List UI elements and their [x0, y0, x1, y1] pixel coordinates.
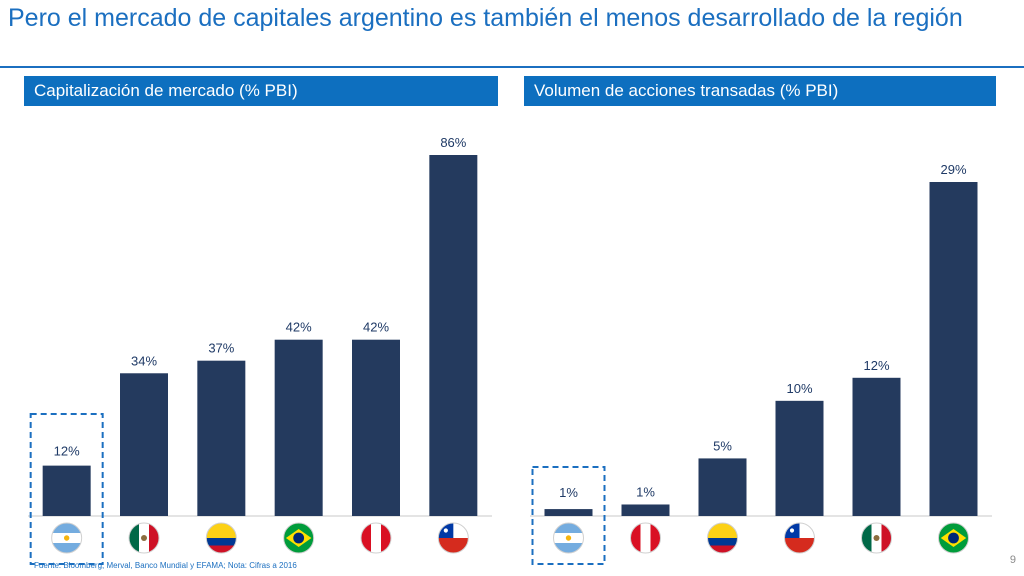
- right-chart-bar: [929, 182, 978, 516]
- page-number: 9: [1009, 554, 1016, 566]
- peru-flag-icon: [360, 522, 392, 554]
- mexico-flag-icon: [128, 522, 160, 554]
- mexico-flag-icon: [861, 522, 892, 554]
- argentina-flag-icon: [553, 522, 584, 554]
- right-chart-bar: [544, 509, 593, 516]
- left-chart-bar: [274, 339, 323, 516]
- right-chart-title: Volumen de acciones transadas (% PBI): [524, 76, 996, 106]
- right-chart-value-label: 5%: [713, 438, 732, 453]
- left-chart-value-label: 12%: [54, 444, 80, 459]
- chile-flag-icon: [784, 522, 815, 554]
- peru-flag-icon: [630, 522, 661, 554]
- left-chart-title: Capitalización de mercado (% PBI): [24, 76, 498, 106]
- argentina-flag-icon: [51, 522, 83, 554]
- right-chart-highlight-box: [531, 466, 606, 565]
- brazil-flag-icon: [283, 522, 315, 554]
- left-chart-bar: [429, 155, 478, 516]
- left-chart-value-label: 42%: [363, 320, 389, 335]
- right-chart-value-label: 12%: [863, 358, 889, 373]
- left-chart-bar: [352, 339, 400, 516]
- left-chart-highlight-box: [29, 413, 104, 565]
- right-chart-bar: [621, 504, 670, 516]
- left-chart-value-label: 37%: [208, 341, 234, 356]
- left-chart-bar: [120, 373, 168, 516]
- left-chart-value-label: 34%: [131, 353, 157, 368]
- left-chart-value-label: 42%: [286, 320, 312, 335]
- right-chart-value-label: 10%: [786, 381, 812, 396]
- right-chart-value-label: 29%: [940, 162, 966, 177]
- right-chart-value-label: 1%: [636, 484, 655, 499]
- colombia-flag-icon: [707, 522, 738, 554]
- slide-title: Pero el mercado de capitales argentino e…: [8, 4, 963, 32]
- brazil-flag-icon: [938, 522, 969, 554]
- right-chart-bar: [698, 458, 747, 516]
- right-chart-value-label: 1%: [559, 485, 578, 500]
- left-chart-bar: [197, 360, 246, 516]
- source-note: Fuente: Bloomberg, Merval, Banco Mundial…: [34, 561, 297, 570]
- colombia-flag-icon: [205, 522, 237, 554]
- title-divider: [0, 66, 1024, 68]
- right-chart-bar: [852, 377, 901, 516]
- right-chart-bar: [775, 400, 824, 516]
- left-chart-value-label: 86%: [440, 135, 466, 150]
- chile-flag-icon: [437, 522, 469, 554]
- left-chart-bar: [42, 465, 91, 516]
